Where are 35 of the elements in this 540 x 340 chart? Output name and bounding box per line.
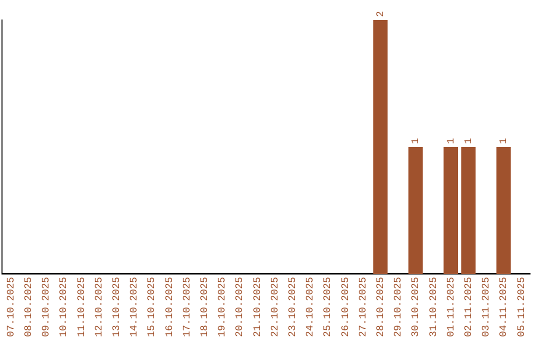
- x-tick-label: 29.10.2025: [394, 276, 405, 338]
- x-tick-label: 13.10.2025: [112, 276, 124, 338]
- x-tick-label: 09.10.2025: [42, 276, 53, 338]
- x-tick-label: 08.10.2025: [24, 276, 36, 338]
- x-tick-label: 27.10.2025: [358, 276, 370, 338]
- data-label: 1: [446, 138, 458, 144]
- data-label: 1: [464, 138, 476, 144]
- x-tick-label: 04.11.2025: [499, 276, 510, 338]
- x-tick-label: 28.10.2025: [376, 276, 388, 338]
- x-tick-label: 23.10.2025: [288, 276, 300, 338]
- x-tick-label: 30.10.2025: [411, 276, 422, 338]
- x-tick-label: 14.10.2025: [130, 276, 141, 338]
- x-tick-label: 19.10.2025: [218, 276, 229, 338]
- x-tick-label: 21.10.2025: [252, 276, 264, 338]
- x-tick-label: 15.10.2025: [147, 276, 158, 338]
- x-tick-label: 18.10.2025: [200, 276, 212, 338]
- x-tick-label: 20.10.2025: [235, 276, 246, 338]
- x-tick-label: 22.10.2025: [270, 276, 282, 338]
- data-label: 1: [499, 138, 510, 144]
- x-tick-label: 26.10.2025: [340, 276, 352, 338]
- x-tick-label: 07.10.2025: [6, 276, 18, 338]
- x-tick-label: 25.10.2025: [323, 276, 334, 338]
- x-tick-label: 11.10.2025: [76, 276, 88, 338]
- x-tick-label: 12.10.2025: [94, 276, 106, 338]
- x-tick-label: 17.10.2025: [182, 276, 194, 338]
- x-tick-label: 01.11.2025: [446, 276, 458, 338]
- x-tick-label: 05.11.2025: [516, 276, 528, 338]
- x-tick-label: 10.10.2025: [59, 276, 70, 338]
- x-tick-label: 02.11.2025: [464, 276, 476, 338]
- x-tick-label: 31.10.2025: [428, 276, 440, 338]
- x-tick-label: 03.11.2025: [482, 276, 493, 338]
- x-tick-label: 16.10.2025: [164, 276, 176, 338]
- data-label: 1: [411, 138, 422, 144]
- data-label: 2: [376, 10, 388, 17]
- x-tick-label: 24.10.2025: [306, 276, 317, 338]
